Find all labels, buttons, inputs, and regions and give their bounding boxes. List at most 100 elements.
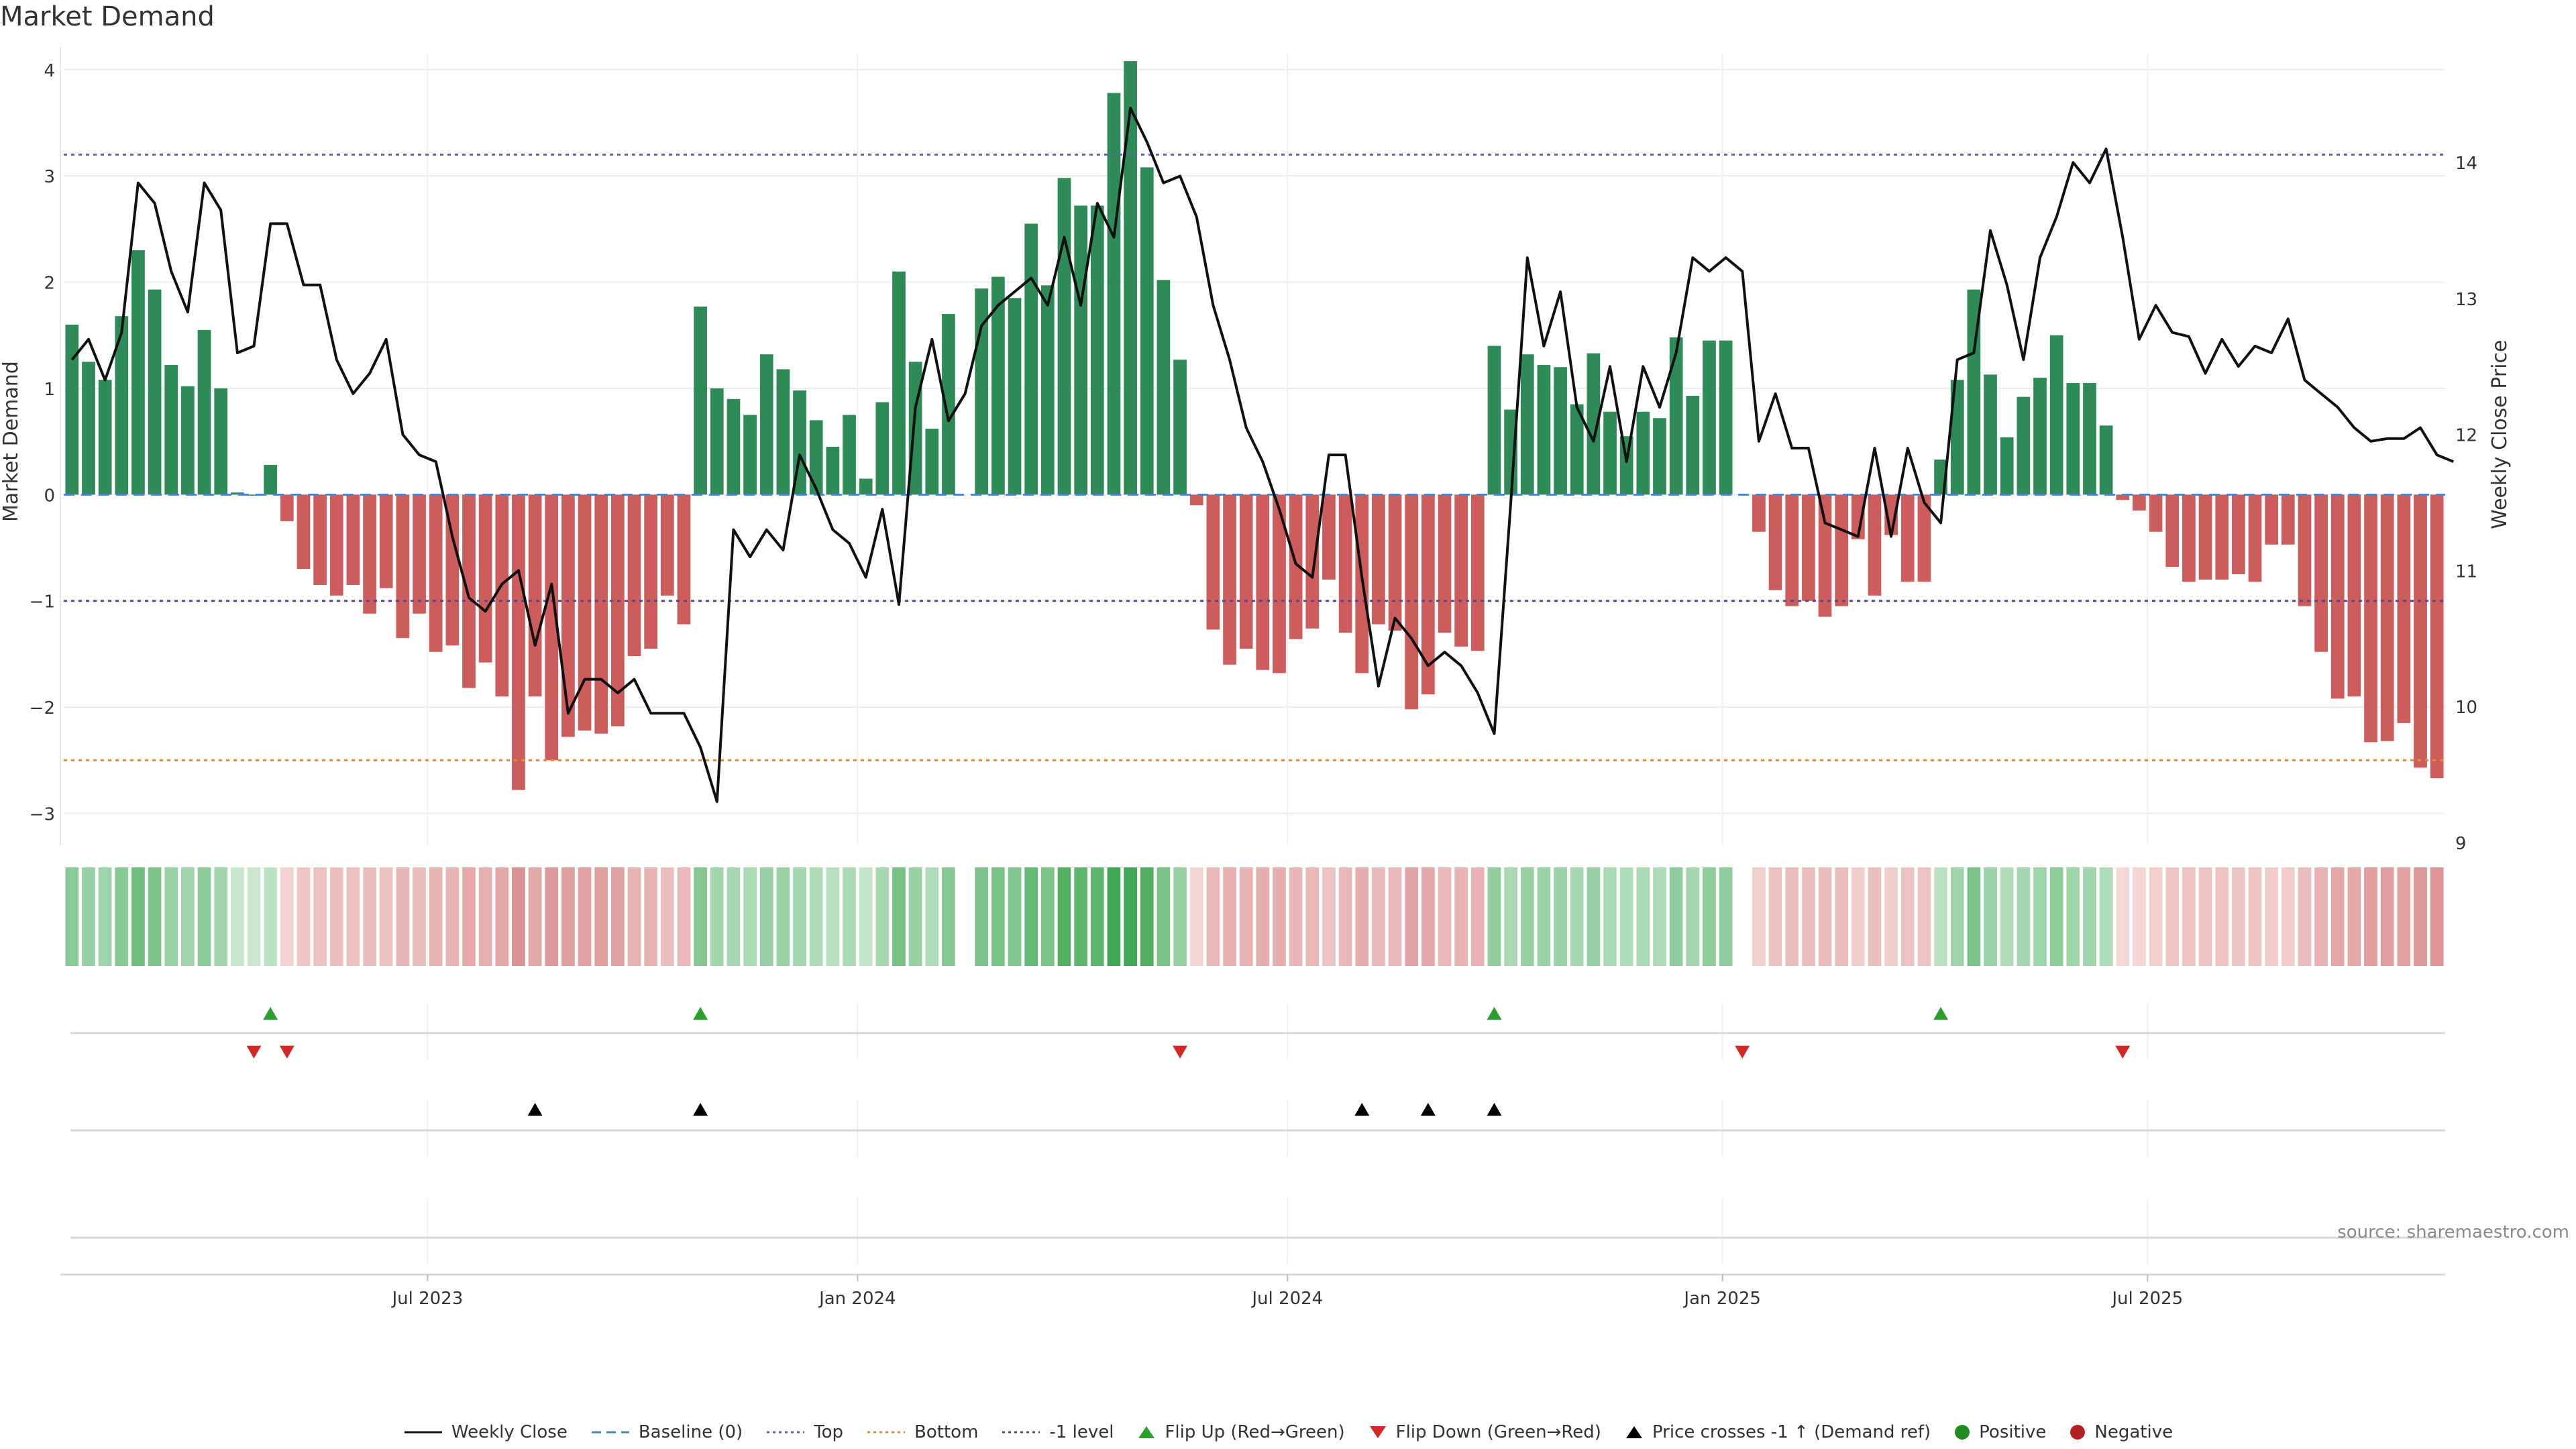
y-tick-left: −2 (30, 698, 55, 718)
flip-down-marker (279, 1045, 294, 1059)
demand-bar-positive (2066, 383, 2080, 495)
heat-cell (1107, 867, 1121, 966)
heat-cell (1603, 867, 1617, 966)
flip-up-marker (1487, 1007, 1502, 1020)
demand-bar-negative (1454, 494, 1468, 647)
demand-bar-positive (1669, 337, 1683, 495)
heat-cell (1388, 867, 1402, 966)
demand-bar-negative (1421, 494, 1435, 695)
demand-bar-negative (2314, 494, 2328, 652)
demand-bar-negative (2380, 494, 2394, 741)
heat-cell (2000, 867, 2014, 966)
heat-cell (2165, 867, 2180, 966)
demand-bar-negative (2430, 494, 2444, 779)
legend-item-close: Weekly Close (403, 1422, 568, 1442)
source-credit: source: sharemaestro.com (2337, 1222, 2569, 1242)
legend-label-flip-up: Flip Up (Red→Green) (1165, 1422, 1345, 1442)
demand-bar-negative (594, 494, 608, 734)
legend-label-positive: Positive (1979, 1422, 2047, 1442)
heat-cell (942, 867, 955, 966)
demand-bar-negative (561, 494, 575, 737)
demand-bar-negative (1917, 494, 1931, 582)
demand-bar-negative (396, 494, 410, 639)
flip-down-marker (246, 1045, 262, 1059)
demand-bar-positive (1653, 418, 1666, 495)
demand-bar-positive (1636, 411, 1650, 495)
demand-bar-positive (2099, 425, 2113, 495)
heat-cell (2066, 867, 2080, 966)
demand-bar-negative (1372, 494, 1385, 625)
heat-cell (1917, 867, 1931, 966)
demand-bar-positive (710, 388, 724, 495)
heat-cell (148, 867, 162, 966)
demand-bar-positive (1504, 409, 1517, 495)
x-axis: Jul 2023 Jan 2024 Jul 2024 Jan 2025 Jul 2025 (60, 1273, 2445, 1309)
demand-bar-negative (2116, 494, 2130, 500)
demand-bar-positive (942, 314, 955, 495)
demand-bar-positive (1587, 353, 1601, 495)
demand-bar-negative (1752, 494, 1766, 532)
demand-bar-negative (1289, 494, 1303, 639)
flip-down-marker (1173, 1045, 1188, 1059)
demand-bar-negative (644, 494, 658, 649)
heat-cell (2248, 867, 2262, 966)
price-cross-marker (1487, 1103, 1502, 1116)
demand-bar-negative (1438, 494, 1452, 633)
heat-cell (65, 867, 79, 966)
heat-cell (1818, 867, 1832, 966)
demand-bar-positive (1124, 61, 1137, 495)
heat-cell (1636, 867, 1650, 966)
demand-bar-positive (1537, 365, 1551, 495)
demand-bar-positive (1967, 289, 1981, 495)
heat-cell (512, 867, 525, 966)
price-cross-marker (1354, 1103, 1370, 1116)
demand-bar-positive (1057, 178, 1071, 495)
heat-cell (1223, 867, 1236, 966)
heat-cell (843, 867, 856, 966)
demand-bar-positive (1703, 340, 1716, 495)
heat-cell (1703, 867, 1716, 966)
legend-label-baseline: Baseline (0) (638, 1422, 743, 1442)
heat-cell (1950, 867, 1964, 966)
y-tick-right: 10 (2455, 698, 2477, 718)
heat-cell (1984, 867, 1997, 966)
heat-cell (98, 867, 112, 966)
y-tick-left: 0 (44, 486, 55, 506)
heat-cell (181, 867, 195, 966)
heat-cell (1239, 867, 1253, 966)
demand-bar-positive (230, 492, 244, 495)
heat-cell (1338, 867, 1352, 966)
heat-cell (1785, 867, 1799, 966)
heat-cell (991, 867, 1005, 966)
heat-cell (115, 867, 129, 966)
heat-cell (727, 867, 741, 966)
demand-bar-positive (1950, 380, 1964, 495)
demand-bar-positive (1074, 205, 1088, 495)
heat-cell (1057, 867, 1071, 966)
x-tick-label: Jul 2024 (1250, 1289, 1323, 1309)
flip-up-marker (263, 1007, 278, 1020)
heat-cell (694, 867, 707, 966)
demand-bar-negative (545, 494, 559, 761)
demand-bar-positive (164, 365, 178, 495)
legend-label-bottom: Bottom (914, 1422, 979, 1442)
demand-bar-positive (2000, 437, 2014, 495)
heat-cell (1256, 867, 1270, 966)
heat-cell (611, 867, 625, 966)
heat-cell (1140, 867, 1154, 966)
heat-cell (545, 867, 559, 966)
legend-item-bottom: Bottom (866, 1422, 978, 1442)
heat-cell (1074, 867, 1088, 966)
y-tick-right: 12 (2455, 426, 2477, 446)
heat-cell (1520, 867, 1534, 966)
legend-top-swatch (767, 1431, 805, 1434)
heat-cell (2215, 867, 2229, 966)
heat-cell (793, 867, 806, 966)
demand-bar-positive (98, 380, 112, 495)
x-tick-label: Jan 2024 (818, 1289, 896, 1309)
heat-cell (1421, 867, 1435, 966)
demand-bar-positive (131, 250, 145, 495)
demand-bar-negative (495, 494, 509, 697)
demand-bar-positive (1520, 354, 1534, 495)
heat-cell (1934, 867, 1947, 966)
